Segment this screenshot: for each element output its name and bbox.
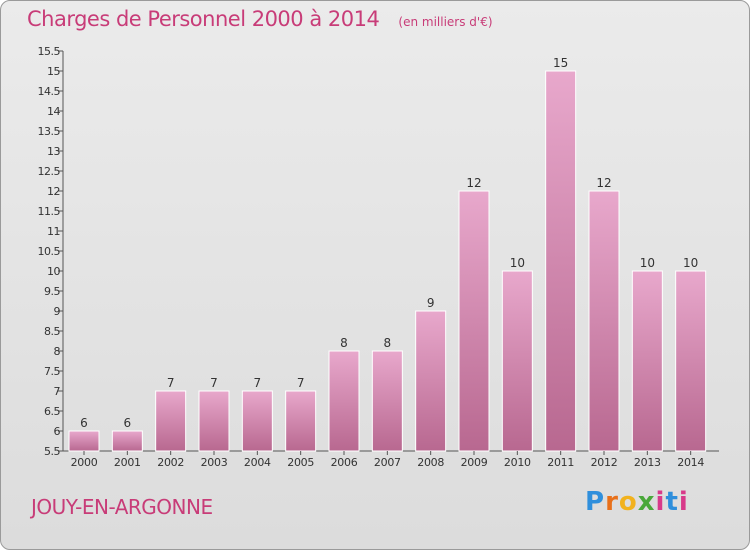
- x-tick-label: 2005: [287, 456, 314, 469]
- y-tick-label: 5.5: [44, 445, 60, 458]
- y-tick-label: 11.5: [38, 205, 61, 218]
- y-tick-label: 12.5: [38, 165, 61, 178]
- y-tick-label: 6: [54, 425, 61, 438]
- x-tick-label: 2001: [114, 456, 141, 469]
- bar: [241, 390, 273, 452]
- bar: [111, 430, 143, 452]
- y-tick-label: 9.5: [44, 285, 60, 298]
- bar-group: 10 2014: [675, 256, 707, 469]
- bar-group: 12 2009: [458, 176, 490, 469]
- bar: [415, 310, 447, 452]
- bar-group: 15 2011: [545, 56, 577, 469]
- bar: [155, 390, 187, 452]
- bar-value-label: 8: [384, 336, 392, 350]
- x-tick-label: 2007: [374, 456, 401, 469]
- x-tick-label: 2012: [591, 456, 618, 469]
- bar-value-label: 7: [254, 376, 262, 390]
- bar-group: 7 2003: [198, 376, 230, 469]
- bar-group: 10 2013: [631, 256, 663, 469]
- bar: [631, 270, 663, 452]
- bar: [68, 430, 100, 452]
- bar-value-label: 10: [510, 256, 525, 270]
- x-tick-label: 2003: [201, 456, 228, 469]
- bar-value-label: 7: [297, 376, 305, 390]
- x-tick-label: 2009: [461, 456, 488, 469]
- x-tick-label: 2000: [71, 456, 98, 469]
- bar-value-label: 10: [683, 256, 698, 270]
- bar-group: 8 2006: [328, 336, 360, 469]
- bar: [501, 270, 533, 452]
- bar-value-label: 12: [466, 176, 481, 190]
- bar-group: 8 2007: [371, 336, 403, 469]
- x-tick-label: 2004: [244, 456, 271, 469]
- bar-group: 7 2002: [155, 376, 187, 469]
- y-tick-label: 12: [47, 185, 60, 198]
- bar: [285, 390, 317, 452]
- bar-group: 9 2008: [415, 296, 447, 469]
- bar-value-label: 8: [340, 336, 348, 350]
- bar-value-label: 10: [640, 256, 655, 270]
- x-tick-label: 2002: [157, 456, 184, 469]
- x-tick-label: 2010: [504, 456, 531, 469]
- bar-group: 10 2010: [501, 256, 533, 469]
- bar-group: 12 2012: [588, 176, 620, 469]
- bar: [198, 390, 230, 452]
- bar-group: 7 2005: [285, 376, 317, 469]
- commune-name: JOUY-EN-ARGONNE: [31, 495, 213, 519]
- y-tick-label: 6.5: [44, 405, 60, 418]
- bar: [675, 270, 707, 452]
- y-tick-label: 8.5: [44, 325, 60, 338]
- x-tick-label: 2014: [677, 456, 704, 469]
- bar-value-label: 12: [596, 176, 611, 190]
- y-tick-label: 15.5: [38, 45, 61, 58]
- y-tick-label: 15: [47, 65, 60, 78]
- y-tick-label: 10: [47, 265, 60, 278]
- x-tick-label: 2008: [417, 456, 444, 469]
- x-tick-label: 2011: [547, 456, 574, 469]
- bar: [545, 70, 577, 452]
- bar-value-label: 15: [553, 56, 568, 70]
- y-tick-label: 14: [47, 105, 60, 118]
- y-tick-label: 8: [54, 345, 61, 358]
- bar-group: 6 2000: [68, 416, 100, 469]
- bar: [371, 350, 403, 452]
- y-tick-label: 14.5: [38, 85, 61, 98]
- chart-subtitle: (en milliers d'€): [398, 15, 493, 29]
- chart-title: Charges de Personnel 2000 à 2014: [27, 7, 380, 31]
- y-tick-label: 13.5: [38, 125, 61, 138]
- y-tick-label: 7: [54, 385, 61, 398]
- title-row: Charges de Personnel 2000 à 2014 (en mil…: [27, 7, 493, 31]
- y-tick-label: 9: [54, 305, 61, 318]
- bar-value-label: 9: [427, 296, 435, 310]
- bar-value-label: 7: [167, 376, 175, 390]
- y-tick-label: 7.5: [44, 365, 60, 378]
- y-tick-label: 13: [47, 145, 60, 158]
- y-tick-label: 10.5: [38, 245, 61, 258]
- proxiti-logo: Proxiti: [585, 487, 689, 517]
- bar-group: 7 2004: [241, 376, 273, 469]
- bar-group: 6 2001: [111, 416, 143, 469]
- bar-value-label: 6: [124, 416, 132, 430]
- bar: [588, 190, 620, 452]
- y-tick-label: 11: [47, 225, 60, 238]
- x-tick-label: 2006: [331, 456, 358, 469]
- x-tick-label: 2013: [634, 456, 661, 469]
- bar: [458, 190, 490, 452]
- bar: [328, 350, 360, 452]
- bar-value-label: 7: [210, 376, 218, 390]
- bar-value-label: 6: [80, 416, 88, 430]
